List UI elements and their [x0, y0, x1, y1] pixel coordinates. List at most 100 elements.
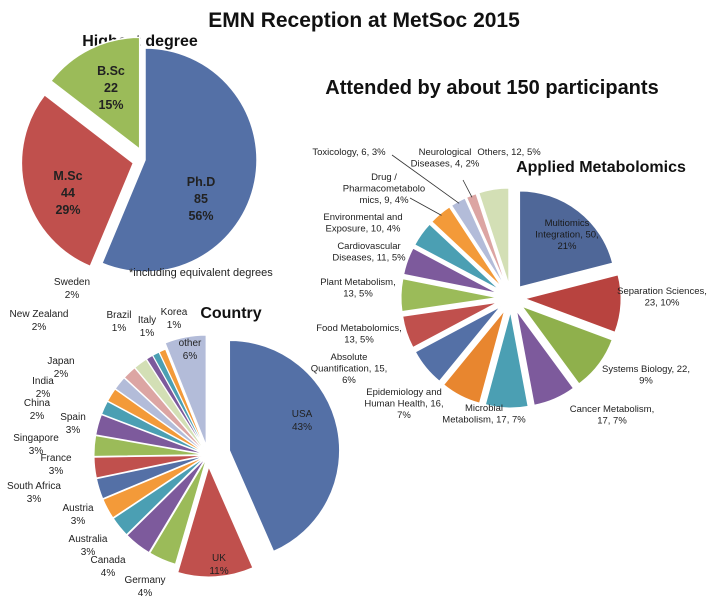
- applied-label-multiomics-integration: Multiomics Integration, 50, 21%: [535, 218, 598, 252]
- applied-label-line: Diseases, 11, 5%: [332, 253, 406, 264]
- applied-leader-drug-pharmacometabolomics: [409, 197, 442, 216]
- applied-label-line: Environmental and: [323, 212, 402, 223]
- degree-label-line: 15%: [98, 98, 123, 112]
- degree-label-line: Ph.D: [187, 175, 215, 189]
- applied-slice-microbial-metabolism: [484, 311, 529, 409]
- applied-label-line: Separation Sciences,: [617, 286, 707, 297]
- applied-label-separation-sciences: Separation Sciences, 23, 10%: [617, 286, 707, 309]
- country-label-line: South Africa: [7, 481, 61, 492]
- country-label-line: 1%: [167, 320, 182, 331]
- degree-label-line: 22: [104, 81, 118, 95]
- applied-label-line: 13, 5%: [343, 289, 373, 300]
- applied-label-toxicology: Toxicology, 6, 3%: [312, 147, 386, 158]
- country-label-austria: Austria 3%: [62, 503, 94, 527]
- applied-label-line: mics, 9, 4%: [359, 195, 409, 206]
- country-label-line: 2%: [54, 369, 69, 380]
- applied-label-line: Metabolism, 17, 7%: [442, 415, 526, 426]
- country-label-line: Japan: [47, 356, 74, 367]
- country-label-singapore: Singapore 3%: [13, 433, 59, 457]
- applied-label-line: Drug /: [371, 172, 397, 183]
- country-slice-india: [106, 388, 205, 454]
- degree-pie-chart: Highest degree Ph.D8556%M.Sc4429%B.Sc221…: [20, 33, 273, 279]
- country-slice-canada: [126, 457, 206, 554]
- applied-label-line: 21%: [557, 241, 577, 252]
- country-pie-chart: Country USA 43% UK 11% Germany 4% Canada 4% Aust…: [7, 277, 341, 599]
- degree-label-line: 56%: [188, 209, 213, 223]
- country-label-line: France: [40, 453, 72, 464]
- applied-label-line: 9%: [639, 376, 653, 387]
- country-label-china: China 2%: [24, 398, 51, 422]
- applied-label-systems-biology: Systems Biology, 22, 9%: [602, 364, 690, 387]
- country-label-australia: Australia 3%: [69, 534, 108, 558]
- country-label-line: 43%: [292, 422, 312, 433]
- country-label-germany: Germany 4%: [124, 575, 165, 599]
- applied-label-line: Exposure, 10, 4%: [326, 224, 402, 235]
- country-slice-australia: [112, 457, 206, 536]
- country-slice-austria: [102, 456, 205, 519]
- country-slice-new-zealand: [123, 367, 206, 453]
- degree-label-line: B.Sc: [97, 64, 125, 78]
- country-slice-germany: [149, 458, 207, 565]
- applied-label-plant-metabolism: Plant Metabolism, 13, 5%: [320, 277, 396, 300]
- degree-label-ph-d: Ph.D 85 56%: [187, 175, 215, 223]
- applied-label-line: Neurological: [419, 147, 472, 158]
- applied-label-line: Integration, 50,: [535, 230, 598, 241]
- degree-label-line: M.Sc: [53, 169, 82, 183]
- applied-label-line: 6%: [342, 375, 356, 386]
- country-label-line: Germany: [124, 575, 165, 586]
- applied-slice-toxicology: [450, 197, 505, 286]
- country-label-south-africa: South Africa 3%: [7, 481, 61, 505]
- country-slice-south-africa: [95, 455, 205, 500]
- country-label-line: Sweden: [54, 277, 90, 288]
- country-label-line: China: [24, 398, 51, 409]
- degree-footnote: *including equivalent degrees: [129, 267, 273, 279]
- degree-slice-b-sc: [49, 36, 141, 151]
- applied-label-line: Food Metabolomics,: [316, 323, 402, 334]
- country-label-line: Korea: [161, 307, 188, 318]
- applied-label-line: Cardiovascular: [337, 241, 400, 252]
- country-label-line: 2%: [32, 322, 47, 333]
- country-label-spain: Spain 3%: [60, 412, 86, 436]
- country-label-line: 1%: [112, 323, 127, 334]
- applied-leader-toxicology: [391, 154, 460, 204]
- country-label-line: 4%: [138, 588, 153, 599]
- applied-slice-multiomics-integration: [519, 190, 614, 288]
- country-label-france: France 3%: [40, 453, 72, 477]
- applied-label-line: Diseases, 4, 2%: [411, 159, 480, 170]
- country-label-line: Singapore: [13, 433, 59, 444]
- applied-slice-plant-metabolism: [400, 278, 498, 313]
- country-slice-usa: [229, 339, 341, 552]
- applied-label-line: 7%: [397, 410, 411, 421]
- applied-label-line: Systems Biology, 22,: [602, 364, 690, 375]
- applied-label-cardiovascular-diseases: Cardiovascular Diseases, 11, 5%: [332, 241, 406, 264]
- country-label-italy: Italy 1%: [138, 315, 156, 339]
- country-label-line: Canada: [90, 555, 125, 566]
- applied-label-line: Human Health, 16,: [364, 399, 443, 410]
- country-slice-korea: [158, 348, 207, 452]
- country-label-line: Australia: [69, 534, 108, 545]
- applied-slice-systems-biology: [520, 305, 613, 385]
- country-label-line: USA: [292, 409, 313, 420]
- country-label-line: 2%: [30, 411, 45, 422]
- country-label-brazil: Brazil 1%: [106, 310, 131, 334]
- country-label-line: Italy: [138, 315, 156, 326]
- country-label-line: 4%: [101, 568, 116, 579]
- country-label-line: 3%: [29, 446, 44, 457]
- country-label-line: UK: [212, 553, 226, 564]
- country-slice-japan: [114, 377, 206, 453]
- country-label-line: Brazil: [106, 310, 131, 321]
- country-label-line: Spain: [60, 412, 86, 423]
- applied-slice-food-metabolomics: [402, 301, 498, 349]
- country-label-line: 1%: [140, 328, 155, 339]
- degree-slice-ph-d: [100, 47, 258, 273]
- country-chart-title: Country: [200, 305, 261, 322]
- applied-label-line: Quantification, 15,: [311, 364, 388, 375]
- applied-label-line: Epidemiology and: [366, 387, 442, 398]
- applied-label-epidemiology-and-human-health: Epidemiology and Human Health, 16, 7%: [364, 387, 443, 421]
- country-slice-france: [93, 454, 205, 479]
- applied-label-absolute-quantification: Absolute Quantification, 15, 6%: [311, 352, 388, 386]
- applied-slice-cardiovascular-diseases: [403, 247, 499, 294]
- applied-slice-environmental-and-exposure: [414, 223, 500, 291]
- main-title: EMN Reception at MetSoc 2015: [208, 9, 520, 32]
